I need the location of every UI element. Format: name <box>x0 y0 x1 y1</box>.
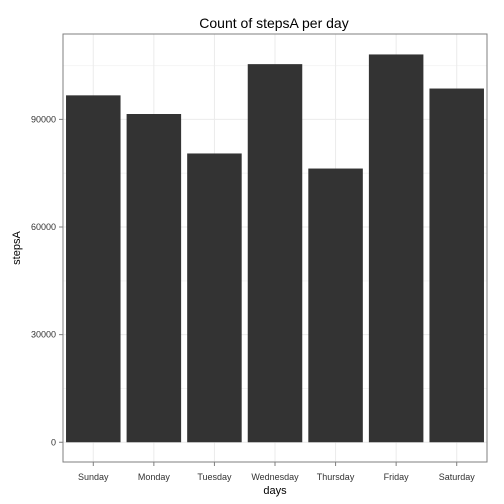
x-tick-label: Friday <box>384 472 410 482</box>
bar-friday <box>368 54 424 443</box>
bar-sunday <box>66 95 121 443</box>
x-tick-label: Monday <box>138 472 171 482</box>
y-tick-label: 30000 <box>31 330 56 340</box>
x-tick-label: Tuesday <box>197 472 232 482</box>
x-axis: Sunday Monday Tuesday Wednesday Thursday Frid… <box>78 462 475 482</box>
bar-tuesday <box>187 153 242 443</box>
chart-title: Count of stepsA per day <box>199 15 348 31</box>
y-tick-label: 0 <box>51 437 56 447</box>
y-axis: 0 30000 60000 90000 <box>31 114 63 447</box>
bar-monday <box>126 114 182 443</box>
bar-wednesday <box>247 64 303 443</box>
plot-panel <box>62 33 488 463</box>
bars <box>66 54 484 443</box>
x-axis-title: days <box>263 485 287 497</box>
x-tick-label: Saturday <box>439 472 476 482</box>
y-tick-label: 90000 <box>31 114 56 124</box>
x-tick-label: Sunday <box>78 472 109 482</box>
y-tick-label: 60000 <box>31 222 56 232</box>
y-axis-title: stepsA <box>11 231 23 265</box>
x-tick-label: Wednesday <box>251 472 299 482</box>
bar-saturday <box>429 88 484 443</box>
x-tick-label: Thursday <box>317 472 355 482</box>
bar-thursday <box>308 168 363 443</box>
